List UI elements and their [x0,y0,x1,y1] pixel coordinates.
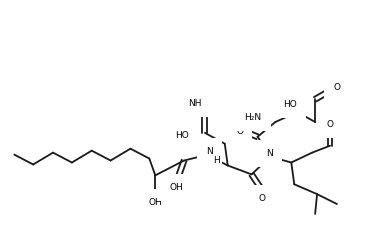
Text: N: N [266,149,273,158]
Text: OH: OH [148,198,162,207]
Text: N: N [207,147,213,156]
Text: O: O [327,120,334,129]
Text: H₂N: H₂N [244,113,261,121]
Text: O: O [334,83,340,92]
Text: O: O [236,127,243,136]
Text: H: H [213,156,220,165]
Text: NH: NH [188,99,202,108]
Text: OH: OH [169,183,183,192]
Text: HO: HO [175,131,189,140]
Text: HO: HO [283,100,297,109]
Text: O: O [258,194,265,203]
